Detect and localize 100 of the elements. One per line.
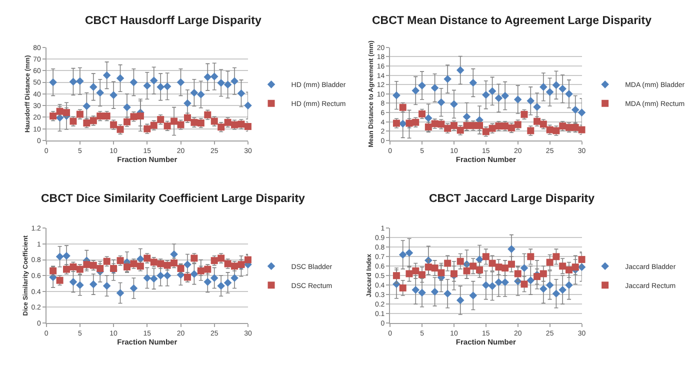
point [406,270,413,278]
point [546,281,554,289]
point [514,96,522,104]
point [501,278,509,286]
point [210,274,218,282]
point [469,292,478,300]
point [424,114,432,122]
point [526,276,535,284]
point [527,253,534,260]
point [392,272,400,280]
point [49,78,57,86]
point [110,91,118,99]
point [230,274,238,282]
point [163,272,172,280]
point [444,75,452,83]
point [482,281,490,289]
point [412,86,420,95]
point [184,99,192,108]
point [462,112,471,121]
point [488,87,496,96]
point [444,260,452,267]
point [540,270,547,278]
point [470,262,477,270]
point [520,264,528,272]
point [163,82,172,90]
point [534,273,541,280]
point [558,84,566,93]
point [431,264,438,272]
point [237,89,246,98]
point [508,245,516,253]
point [116,289,124,297]
point [398,120,407,128]
point [558,286,566,294]
point [217,78,225,87]
point [89,280,98,288]
point [546,88,554,96]
point [392,91,400,100]
point [456,66,464,74]
point [156,272,164,280]
point [552,290,560,298]
point [150,274,158,283]
point [116,74,124,82]
point [540,284,548,293]
point [76,77,84,86]
chart-title: CBCT Dice Similarity Coefficient Large Disparity [41,193,306,205]
point [469,78,478,87]
point [224,80,232,89]
point [418,288,426,297]
point [540,83,548,91]
point [230,77,238,86]
point [418,271,426,278]
point [190,270,198,278]
point [82,102,91,110]
point [412,286,420,294]
point [444,290,452,298]
point [405,248,414,257]
point [565,281,573,289]
point [482,253,490,260]
point [156,83,164,91]
point [565,90,573,98]
point [412,267,420,274]
point [501,92,509,100]
point [520,280,528,288]
point [482,90,490,99]
point [424,264,432,271]
point [130,284,138,292]
point [190,88,198,97]
point [476,266,484,274]
point [488,282,496,290]
point [76,281,84,289]
point [398,250,407,259]
point [418,82,426,90]
point [502,264,509,272]
point [217,282,225,290]
point [62,252,70,260]
point [143,82,152,90]
point [508,260,515,268]
point [244,123,252,130]
point [197,90,205,98]
point [438,269,445,276]
point [399,284,406,292]
point [224,278,232,287]
point [494,94,503,102]
point [210,72,218,80]
chart-title: CBCT Mean Distance to Agreement Large Disparity [372,15,652,27]
chart-title: CBCT Hausdorff Large Disparity [85,15,262,27]
point [430,84,439,92]
point [578,256,586,263]
point [244,102,252,110]
point [69,78,78,86]
point [130,78,138,86]
point [456,296,464,304]
point [430,288,439,296]
point [572,264,579,271]
point [123,103,131,112]
point [56,252,64,261]
point [437,98,446,106]
point [184,260,192,268]
point [514,270,522,278]
point [204,73,212,81]
